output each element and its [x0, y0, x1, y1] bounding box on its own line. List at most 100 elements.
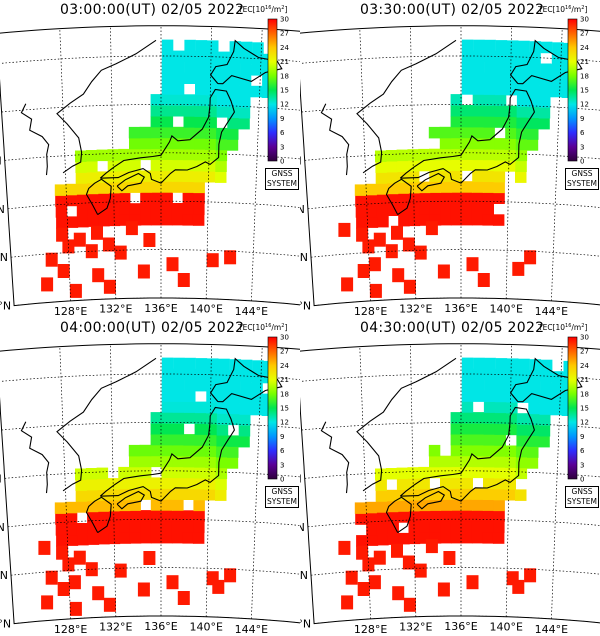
longitude-label: 144°E	[535, 305, 568, 318]
latitude-label: 28°N	[0, 569, 8, 582]
tec-cell	[172, 126, 184, 139]
tec-cell	[461, 433, 474, 446]
tec-cell	[540, 381, 552, 393]
tec-cell	[472, 61, 485, 73]
tec-cell	[227, 106, 240, 118]
tec-cell	[471, 531, 484, 544]
tec-cell	[129, 137, 141, 150]
tec-cell	[161, 412, 174, 424]
tec-cell	[376, 194, 388, 206]
tec-cell	[172, 488, 184, 500]
tec-cell	[172, 444, 184, 457]
badge-line: SYSTEM	[267, 178, 297, 188]
tec-cell	[461, 83, 474, 95]
tec-cell	[87, 193, 99, 206]
tec-cell	[183, 159, 195, 172]
tec-cell	[216, 106, 229, 118]
tec-cell	[172, 401, 185, 413]
tec-cell	[150, 137, 163, 150]
coastline	[99, 88, 236, 184]
tec-cell	[482, 181, 495, 193]
tec-cell	[86, 500, 99, 513]
tec-cell	[495, 83, 507, 96]
tec-cell	[387, 533, 400, 545]
coastline	[20, 421, 50, 494]
tec-cell	[240, 381, 252, 393]
coastline	[399, 406, 536, 502]
tec-cell	[482, 192, 495, 204]
longitude-label: 140°E	[489, 621, 522, 634]
tec-cell	[354, 502, 367, 514]
tec-cell	[55, 513, 67, 525]
tec-cell	[461, 412, 474, 424]
tec-cell	[506, 83, 518, 96]
tec-cell	[215, 138, 228, 151]
tec-cell	[172, 423, 185, 435]
tec-cell	[425, 539, 438, 554]
tec-cell	[76, 194, 88, 206]
latitude-label: 28°N	[300, 251, 308, 264]
tec-cell	[429, 521, 442, 533]
coastline	[85, 178, 112, 216]
colorbar-tick-label: 6	[280, 447, 285, 455]
tec-cell	[45, 252, 58, 267]
tec-cell	[402, 555, 415, 570]
tec-cell	[73, 232, 86, 247]
tec-cell	[506, 62, 518, 74]
tec-cell	[392, 586, 405, 601]
tec-cell	[376, 205, 389, 217]
tec-cell	[87, 204, 99, 216]
tec-cell	[161, 94, 174, 106]
tec-cell	[408, 499, 420, 512]
tec-cell	[195, 61, 207, 74]
tec-cell	[161, 390, 174, 402]
tec-cell	[240, 41, 253, 54]
tec-cell	[368, 257, 381, 272]
tec-cell	[387, 204, 399, 216]
tec-cell	[376, 501, 388, 513]
tec-cell	[224, 568, 237, 583]
tec-cell	[73, 550, 86, 565]
tec-cell	[161, 72, 174, 84]
tec-cell	[539, 96, 551, 108]
tec-cell	[184, 368, 196, 381]
tec-cell	[161, 455, 173, 468]
tec-cell	[529, 359, 542, 371]
tec-cell	[450, 137, 463, 150]
tec-cell	[484, 72, 496, 84]
tec-cell	[66, 523, 78, 536]
longitude-label: 144°E	[235, 305, 268, 318]
coastline	[209, 39, 283, 85]
tec-cell	[205, 116, 217, 129]
tec-cell	[385, 468, 398, 480]
tec-cell	[356, 227, 369, 242]
tec-cell	[539, 414, 551, 426]
tec-cell	[461, 455, 473, 468]
tec-cell	[461, 181, 473, 193]
tec-cell	[355, 206, 368, 218]
tec-cell	[418, 148, 430, 161]
tec-cell	[215, 171, 227, 183]
tec-cell	[183, 94, 196, 106]
tec-cell	[229, 359, 242, 371]
tec-cell	[150, 181, 163, 193]
tec-cell	[108, 510, 120, 523]
tec-cell	[227, 435, 239, 447]
latitude-gridline	[7, 518, 300, 528]
tec-cell	[472, 181, 484, 193]
tec-cell	[461, 477, 473, 489]
tec-cell	[161, 181, 173, 193]
latitude-gridline	[10, 567, 300, 576]
tec-cell	[216, 95, 229, 107]
tec-cell	[517, 380, 530, 392]
colorbar-tick-label: 12	[280, 419, 289, 427]
tec-cell	[216, 424, 229, 436]
tec-cell	[118, 181, 131, 194]
tec-cell	[143, 551, 156, 565]
longitude-gridline	[59, 28, 71, 301]
longitude-label: 136°E	[444, 302, 477, 315]
tec-cell	[172, 499, 184, 511]
tec-cell	[483, 434, 495, 446]
tec-cell	[466, 257, 479, 272]
tec-cell	[172, 137, 184, 150]
